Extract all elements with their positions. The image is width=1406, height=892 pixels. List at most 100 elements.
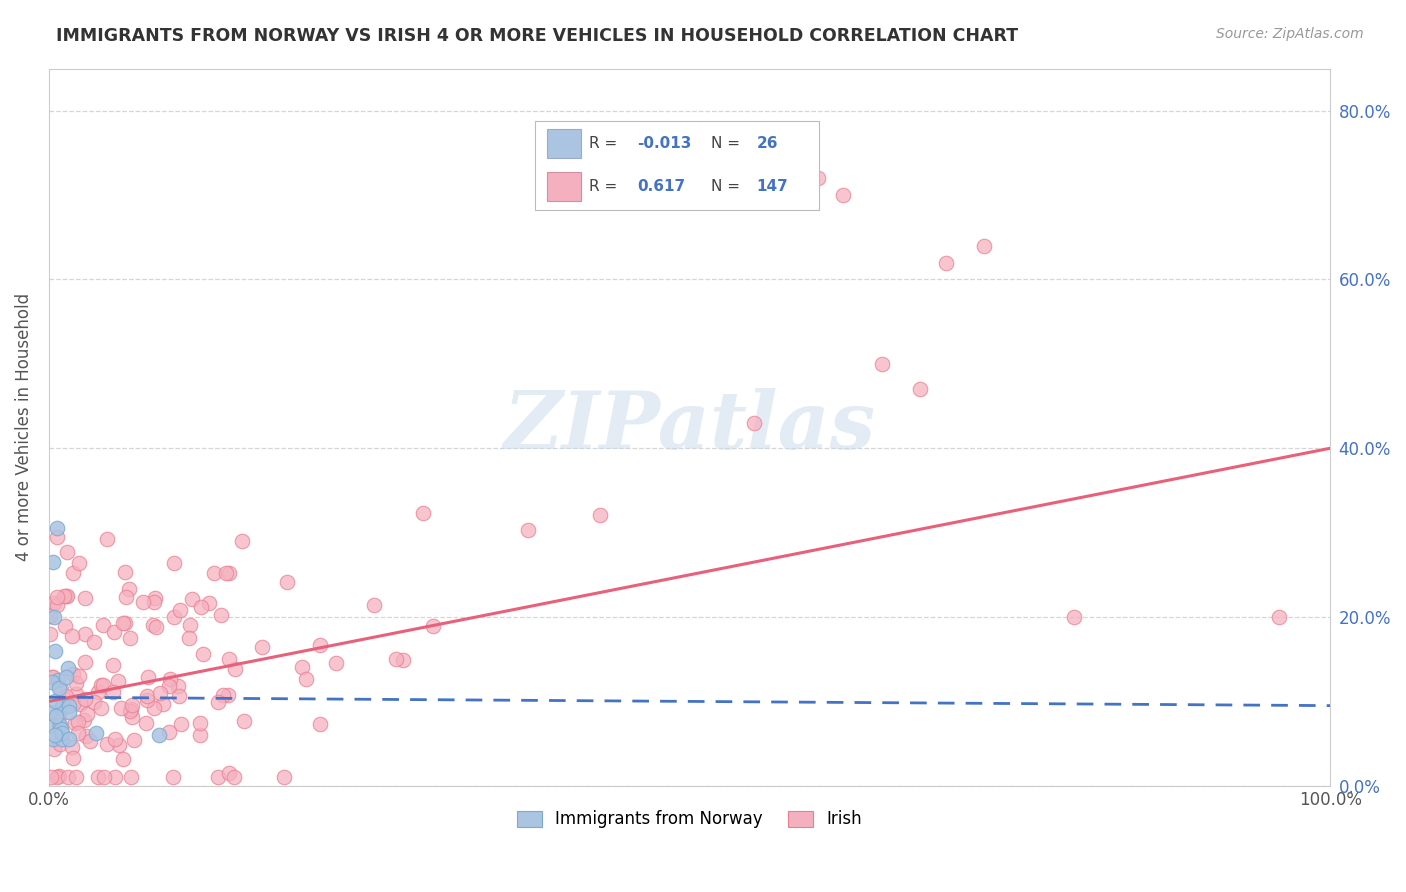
Point	[120, 770, 142, 784]
Point	[135, 716, 157, 731]
Point	[118, 631, 141, 645]
Point	[49, 726, 72, 740]
Point	[120, 701, 142, 715]
Point	[516, 523, 538, 537]
Point	[114, 615, 136, 630]
Point	[58, 698, 80, 713]
Point	[62, 697, 84, 711]
Point	[143, 591, 166, 606]
Point	[96, 737, 118, 751]
Point	[190, 599, 212, 614]
Point	[41, 675, 63, 690]
Point	[114, 565, 136, 579]
Point	[42, 732, 65, 747]
Text: R =: R =	[589, 179, 617, 194]
Point	[118, 704, 141, 718]
Point	[51, 732, 73, 747]
Point	[79, 734, 101, 748]
Point	[233, 714, 256, 728]
Point	[222, 770, 245, 784]
Point	[231, 533, 253, 548]
Point	[309, 717, 332, 731]
Point	[162, 556, 184, 570]
Point	[198, 596, 221, 610]
Point	[112, 752, 135, 766]
Point	[412, 506, 434, 520]
Point	[218, 765, 240, 780]
Point	[973, 238, 995, 252]
Point	[169, 603, 191, 617]
Point	[217, 688, 239, 702]
Point	[104, 731, 127, 746]
Point	[67, 669, 90, 683]
Point	[45, 521, 67, 535]
Point	[41, 670, 63, 684]
Point	[103, 684, 125, 698]
Point	[49, 737, 72, 751]
Point	[250, 640, 273, 654]
Text: ZIPatlas: ZIPatlas	[503, 388, 876, 466]
Point	[62, 566, 84, 581]
Point	[56, 589, 79, 603]
Point	[75, 627, 97, 641]
Point	[180, 592, 202, 607]
Point	[69, 697, 91, 711]
Point	[73, 713, 96, 727]
Point	[325, 657, 347, 671]
Point	[224, 662, 246, 676]
Point	[56, 545, 79, 559]
Point	[163, 609, 186, 624]
Point	[62, 751, 84, 765]
Point	[83, 635, 105, 649]
Point	[218, 652, 240, 666]
Text: Source: ZipAtlas.com: Source: ZipAtlas.com	[1216, 27, 1364, 41]
Point	[44, 728, 66, 742]
Point	[103, 658, 125, 673]
Point	[66, 714, 89, 729]
Point	[132, 594, 155, 608]
Point	[44, 644, 66, 658]
Point	[422, 619, 444, 633]
Point	[112, 615, 135, 630]
Point	[363, 598, 385, 612]
Text: 147: 147	[756, 179, 789, 194]
Point	[58, 732, 80, 747]
Point	[179, 617, 201, 632]
Bar	[547, 128, 581, 158]
Point	[148, 727, 170, 741]
Point	[93, 677, 115, 691]
Point	[143, 701, 166, 715]
Point	[86, 685, 108, 699]
Point	[42, 742, 65, 756]
Point	[742, 416, 765, 430]
Point	[807, 171, 830, 186]
Point	[103, 624, 125, 639]
Point	[45, 709, 67, 723]
Point	[167, 690, 190, 704]
Point	[589, 508, 612, 522]
Point	[1268, 610, 1291, 624]
Point	[46, 591, 69, 605]
Point	[48, 769, 70, 783]
Point	[51, 725, 73, 739]
Point	[188, 715, 211, 730]
Point	[75, 691, 97, 706]
Point	[38, 705, 60, 719]
Point	[908, 382, 931, 396]
Point	[63, 715, 86, 730]
Point	[46, 530, 69, 544]
Point	[121, 709, 143, 723]
Point	[93, 770, 115, 784]
Point	[162, 770, 184, 784]
Point	[167, 679, 190, 693]
Point	[73, 656, 96, 670]
Point	[135, 693, 157, 707]
Point	[67, 556, 90, 570]
Point	[55, 589, 77, 603]
Y-axis label: 4 or more Vehicles in Household: 4 or more Vehicles in Household	[15, 293, 32, 561]
Point	[91, 617, 114, 632]
Point	[65, 770, 87, 784]
Point	[135, 689, 157, 703]
Point	[53, 618, 76, 632]
Point	[207, 770, 229, 784]
